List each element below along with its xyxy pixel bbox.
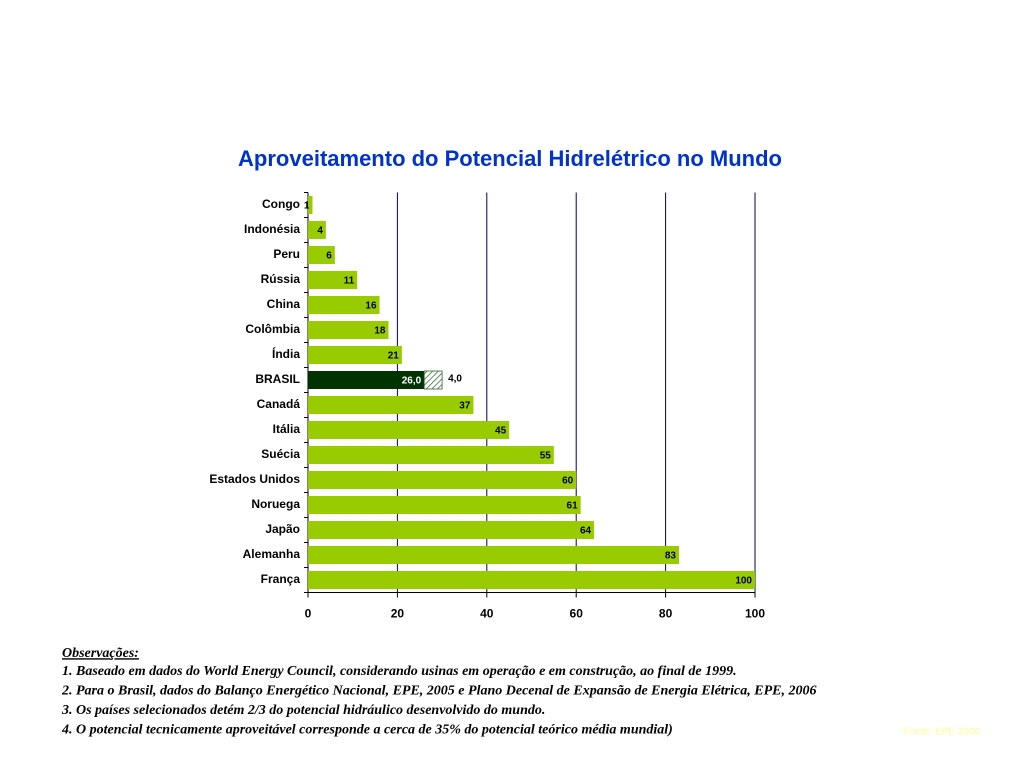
value-label: 100 bbox=[735, 576, 752, 587]
bar bbox=[308, 346, 402, 364]
y-tick-label: Noruega bbox=[251, 497, 300, 511]
y-tick-label: Índia bbox=[272, 346, 300, 361]
y-tick-label: Indonésia bbox=[244, 222, 300, 236]
bar bbox=[308, 271, 358, 289]
value-label: 55 bbox=[540, 451, 552, 462]
bar bbox=[308, 246, 335, 264]
notes-title: Observações: bbox=[62, 646, 139, 661]
bar bbox=[308, 546, 680, 564]
bar bbox=[308, 496, 581, 514]
x-tick-label: 0 bbox=[305, 607, 312, 621]
x-tick-label: 60 bbox=[570, 607, 584, 621]
bar bbox=[308, 396, 474, 414]
y-tick-label: Estados Unidos bbox=[209, 472, 300, 486]
chart-title: Aproveitamento do Potencial Hidrelétrico… bbox=[238, 146, 782, 171]
x-tick-label: 100 bbox=[745, 607, 765, 621]
note: 1. Baseado em dados do World Energy Coun… bbox=[62, 664, 737, 679]
y-tick-label: Canadá bbox=[257, 397, 301, 411]
value-label: 6 bbox=[326, 251, 332, 262]
value-label: 11 bbox=[344, 276, 355, 287]
bar bbox=[308, 321, 389, 339]
value-label: 1 bbox=[304, 201, 310, 212]
value-label: 4 bbox=[317, 226, 323, 237]
y-tick-label: BRASIL bbox=[255, 372, 300, 386]
value-label: 60 bbox=[562, 476, 574, 487]
bar bbox=[308, 371, 425, 389]
bar bbox=[308, 446, 554, 464]
x-tick-label: 40 bbox=[480, 607, 494, 621]
bar bbox=[308, 521, 595, 539]
y-tick-label: Suécia bbox=[261, 447, 300, 461]
note: 3. Os países selecionados detém 2/3 do p… bbox=[61, 703, 545, 718]
bar bbox=[308, 196, 313, 214]
bar bbox=[308, 221, 326, 239]
source: Fonte: EPE 2006 bbox=[904, 727, 981, 738]
value-label: 61 bbox=[567, 501, 579, 512]
y-tick-label: Peru bbox=[273, 247, 300, 261]
bar bbox=[423, 370, 443, 390]
value-label: 26,0 bbox=[402, 376, 422, 387]
value-label: 4,0 bbox=[448, 374, 462, 385]
bar bbox=[308, 421, 510, 439]
y-tick-label: Alemanha bbox=[243, 547, 301, 561]
bar bbox=[308, 296, 380, 314]
bar bbox=[308, 571, 755, 589]
note: 2. Para o Brasil, dados do Balanço Energ… bbox=[61, 684, 816, 699]
y-tick-label: Congo bbox=[262, 197, 300, 211]
y-tick-label: China bbox=[267, 297, 301, 311]
value-label: 21 bbox=[388, 351, 400, 362]
y-tick-label: França bbox=[261, 572, 301, 586]
note: 4. O potencial tecnicamente aproveitável… bbox=[61, 723, 673, 738]
value-label: 64 bbox=[580, 526, 592, 537]
value-label: 18 bbox=[374, 326, 386, 337]
y-tick-label: Japão bbox=[265, 522, 300, 536]
value-label: 83 bbox=[665, 551, 677, 562]
x-tick-label: 20 bbox=[391, 607, 405, 621]
y-tick-label: Colômbia bbox=[245, 322, 300, 336]
value-label: 45 bbox=[495, 426, 507, 437]
value-label: 16 bbox=[365, 301, 377, 312]
y-tick-label: Itália bbox=[273, 422, 301, 436]
value-label: 37 bbox=[459, 401, 471, 412]
x-tick-label: 80 bbox=[659, 607, 673, 621]
bar bbox=[308, 471, 577, 489]
y-tick-label: Rússia bbox=[261, 272, 301, 286]
